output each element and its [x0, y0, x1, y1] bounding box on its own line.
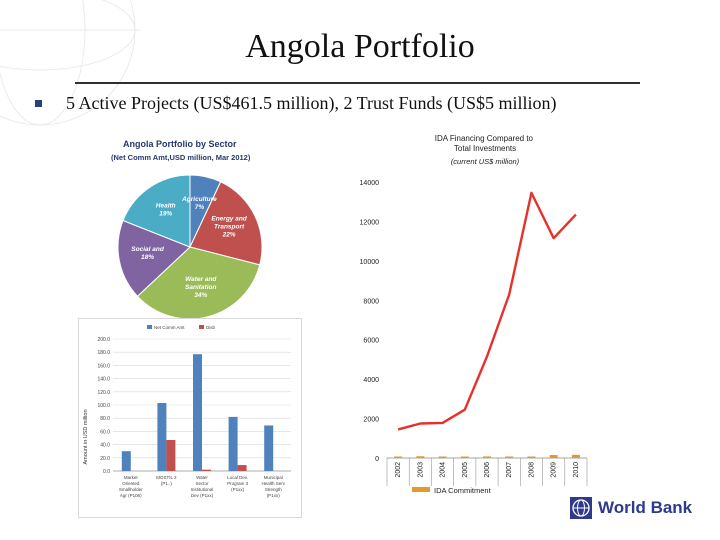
bar-ytick-label: 100.0 [97, 403, 110, 409]
bar-ytick-label: 120.0 [97, 390, 110, 396]
bar-ytick-label: 140.0 [97, 377, 110, 383]
pie-slice [122, 174, 191, 248]
bar [202, 469, 211, 471]
ida-legend-swatch [412, 487, 430, 492]
bar-ytick-label: 60.0 [100, 429, 110, 435]
bar [166, 439, 176, 471]
line-chart: IDA Financing Compared to Total Investme… [360, 134, 588, 495]
line-xtick-label: 2003 [417, 462, 424, 478]
line-ytick-label: 6000 [363, 338, 379, 345]
line-xtick-label: 2009 [551, 462, 558, 478]
world-bank-emblem-icon [570, 497, 592, 519]
pie-title: Angola Portfolio by Sector [123, 139, 237, 149]
ida-commitment-bar [527, 456, 536, 458]
bullet-marker [35, 100, 42, 107]
pie-panel: Angola Portfolio by Sector (Net Comm Amt… [93, 133, 273, 333]
bar [228, 416, 238, 471]
bar-category-label: Market Oriented Smallholder Agr (P106) [119, 475, 143, 498]
ida-commitment-bar [460, 456, 469, 458]
ida-commitment-bar [483, 456, 491, 458]
line-xtick-label: 2006 [484, 462, 491, 478]
total-investment-line [397, 191, 577, 431]
line-xtick-label: 2002 [395, 462, 402, 478]
bar-legend-swatch [147, 325, 152, 329]
bar-ytick-label: 180.0 [97, 350, 110, 356]
line-ytick-label: 8000 [363, 298, 379, 305]
bar-ytick-label: 80.0 [100, 416, 110, 422]
bar [121, 451, 131, 471]
world-bank-logo: World Bank [570, 497, 692, 519]
pie-slice-label: Energy and Transport 22% [211, 216, 247, 239]
slide-title: Angola Portfolio [245, 28, 475, 65]
ida-commitment-bar [394, 456, 403, 458]
ida-legend-label: IDA Commitment [434, 486, 492, 495]
pie-chart: Angola Portfolio by Sector (Net Comm Amt… [111, 139, 263, 320]
pie-slice [136, 246, 261, 320]
bar [264, 425, 274, 471]
bar-legend-label: Disb [206, 325, 215, 330]
line-ytick-label: 12000 [360, 219, 380, 226]
pie-slice-label: Health 19% [156, 202, 176, 217]
line-xtick-label: 2010 [573, 462, 580, 478]
bar-category-label: Municipal Health Serv Strength (P1xx) [261, 475, 285, 498]
line-xtick-label: 2008 [528, 462, 535, 478]
bar-ytick-label: 160.0 [97, 363, 110, 369]
pie-slice-label: Social and 18% [131, 246, 165, 261]
pie-subtitle: (Net Comm Amt,USD million, Mar 2012) [111, 153, 251, 162]
pie-slice [117, 219, 191, 297]
ida-commitment-bar [571, 454, 580, 458]
bullet-text: 5 Active Projects (US$461.5 million), 2 … [66, 93, 557, 113]
ida-commitment-bar [549, 455, 558, 458]
bar-ytick-label: 0.0 [103, 469, 110, 475]
bar [157, 403, 167, 471]
bar-panel: Net Comm Amt Disb Amount in USD million 0… [78, 318, 302, 518]
bar-ytick-label: 40.0 [100, 443, 110, 449]
ida-commitment-bar [505, 456, 514, 458]
line-xtick-label: 2004 [440, 462, 447, 478]
line-ytick-label: 14000 [360, 180, 380, 187]
bar [193, 354, 202, 471]
bar-ytick-label: 200.0 [97, 337, 110, 343]
bullet-line: 5 Active Projects (US$461.5 million), 2 … [35, 93, 557, 114]
world-bank-name: World Bank [598, 498, 693, 517]
pie-slice-label: Agriculture 7% [181, 196, 217, 211]
globe-watermark [0, 0, 140, 126]
bar-category-label: Local Dev. Program 3 (P1xx) [227, 475, 249, 492]
bar-legend-label: Net Comm Amt [154, 325, 185, 330]
pie-slice-label: Water and Sanitation 34% [185, 276, 217, 299]
line-panel: IDA Financing Compared to Total Investme… [345, 128, 590, 500]
bar-chart: Net Comm Amt Disb Amount in USD million 0… [83, 325, 291, 498]
ida-commitment-bar [416, 456, 425, 458]
bar-legend-swatch [199, 325, 204, 329]
line-title: IDA Financing Compared to Total Investme… [435, 134, 536, 153]
line-xtick-label: 2005 [462, 462, 469, 478]
ida-commitment-bar [438, 456, 447, 458]
line-ytick-label: 0 [375, 456, 379, 463]
line-ytick-label: 4000 [363, 377, 379, 384]
pie-slice [189, 181, 263, 266]
line-ytick-label: 2000 [363, 417, 379, 424]
bar-category-label: Water Sector Institutional Dev (P1xx) [191, 475, 214, 498]
bar-ylabel: Amount in USD million [83, 409, 89, 464]
bar-ytick-label: 20.0 [100, 456, 110, 462]
bar-category-label: MOSTIL 2 (P1..) [156, 475, 177, 486]
line-xtick-label: 2007 [506, 462, 513, 478]
line-subtitle: (current US$ million) [451, 157, 520, 166]
bar [237, 465, 247, 471]
title-rule [75, 82, 640, 84]
line-ytick-label: 10000 [360, 259, 380, 266]
